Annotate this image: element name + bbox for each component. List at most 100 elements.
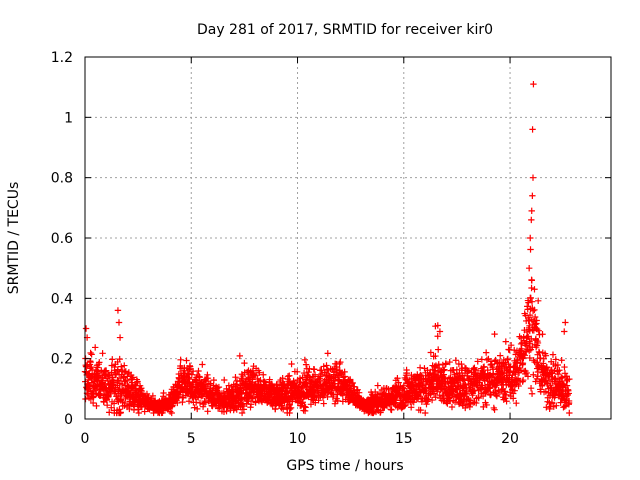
- data-point: [186, 380, 193, 387]
- data-point: [301, 356, 309, 364]
- data-point: [548, 366, 555, 374]
- data-point: [417, 406, 424, 414]
- chart-title: Day 281 of 2017, SRMTID for receiver kir…: [197, 22, 493, 38]
- data-point: [492, 391, 500, 399]
- data-point: [435, 346, 442, 353]
- data-point: [129, 374, 137, 381]
- data-point: [483, 401, 490, 409]
- data-point: [114, 307, 122, 314]
- data-point: [260, 371, 267, 378]
- x-tick-label: 0: [81, 431, 90, 447]
- data-point: [306, 374, 313, 381]
- data-point: [401, 402, 408, 410]
- data-point: [193, 393, 201, 401]
- y-tick-label: 0: [64, 412, 73, 428]
- data-point: [299, 399, 306, 406]
- data-point: [502, 395, 509, 402]
- data-point: [528, 216, 535, 224]
- data-point: [374, 382, 381, 389]
- data-point: [535, 327, 542, 334]
- data-point: [479, 382, 486, 389]
- data-point: [286, 372, 293, 379]
- data-point: [318, 366, 325, 374]
- data-point: [105, 393, 112, 400]
- data-point: [556, 367, 563, 374]
- data-point: [99, 377, 107, 384]
- data-point: [252, 371, 260, 379]
- data-point: [490, 370, 497, 377]
- data-point: [528, 298, 536, 305]
- data-point: [432, 394, 439, 401]
- data-point: [562, 319, 569, 326]
- data-point: [287, 404, 295, 411]
- data-point: [99, 350, 106, 357]
- data-point: [252, 399, 259, 406]
- data-point: [302, 404, 309, 411]
- data-point: [549, 351, 557, 358]
- data-point: [532, 321, 539, 328]
- data-point: [474, 358, 481, 365]
- y-axis-label: SRMTID / TECUs: [6, 182, 22, 295]
- data-point: [432, 362, 440, 369]
- data-point: [215, 383, 223, 391]
- data-point: [195, 367, 202, 375]
- y-tick-label: 1: [64, 110, 73, 126]
- data-point: [507, 342, 515, 349]
- data-point: [487, 385, 494, 392]
- data-point: [88, 351, 95, 358]
- data-point: [548, 399, 556, 406]
- data-point: [418, 398, 426, 405]
- x-tick-label: 10: [289, 431, 307, 447]
- data-point: [351, 383, 358, 390]
- data-point: [238, 395, 245, 403]
- data-point: [462, 381, 469, 389]
- data-point: [483, 356, 491, 364]
- data-point: [221, 376, 228, 384]
- data-point: [475, 394, 482, 402]
- data-point: [240, 406, 248, 413]
- data-point: [482, 349, 490, 356]
- data-point: [462, 404, 469, 412]
- data-point: [293, 368, 301, 376]
- data-point: [286, 405, 294, 413]
- data-point: [160, 389, 167, 397]
- data-point: [553, 402, 560, 409]
- data-point: [320, 400, 327, 407]
- data-point: [566, 409, 573, 417]
- data-point: [174, 399, 181, 407]
- data-point: [427, 391, 434, 398]
- data-point: [501, 388, 509, 395]
- data-point: [299, 374, 306, 381]
- data-point: [514, 375, 522, 382]
- data-point: [539, 331, 546, 338]
- data-point: [279, 375, 286, 382]
- data-point: [484, 366, 491, 374]
- data-point: [116, 334, 124, 341]
- data-point: [543, 404, 550, 411]
- data-point: [523, 369, 530, 377]
- data-point: [528, 277, 536, 284]
- data-point: [519, 376, 527, 384]
- data-point: [509, 390, 517, 397]
- data-point: [522, 342, 530, 349]
- data-point: [525, 299, 532, 306]
- data-point: [199, 361, 206, 368]
- data-point: [204, 408, 211, 415]
- data-point: [349, 379, 356, 387]
- data-point: [443, 399, 450, 406]
- data-point: [527, 246, 534, 253]
- data-point: [279, 406, 287, 413]
- data-point: [552, 356, 559, 363]
- data-point: [565, 390, 572, 397]
- data-point: [135, 409, 143, 417]
- y-tick-label: 0.8: [51, 171, 73, 187]
- data-point: [524, 373, 532, 380]
- data-point: [463, 390, 470, 398]
- data-point: [102, 367, 110, 374]
- data-point: [305, 368, 312, 376]
- data-point: [537, 354, 544, 362]
- data-point: [249, 392, 257, 400]
- data-point: [529, 192, 536, 199]
- data-point: [526, 311, 534, 319]
- data-point: [312, 399, 319, 406]
